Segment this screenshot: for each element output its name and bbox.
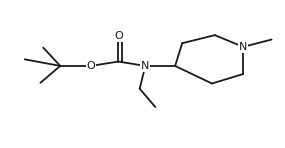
Text: N: N xyxy=(239,42,247,52)
Text: N: N xyxy=(141,61,150,71)
Text: O: O xyxy=(87,61,95,71)
Text: O: O xyxy=(114,31,123,41)
